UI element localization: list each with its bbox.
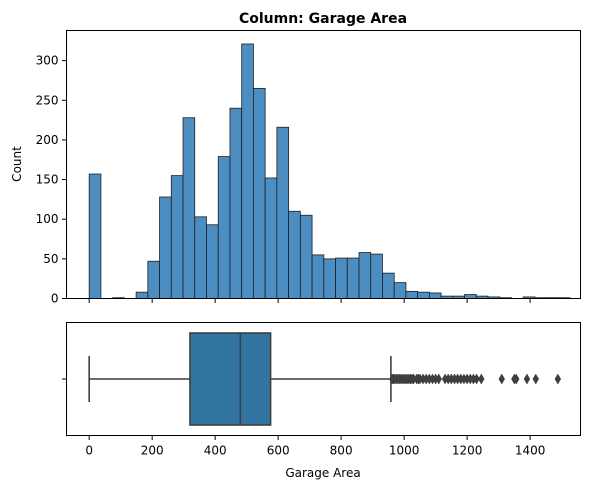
histogram-bar bbox=[206, 225, 218, 299]
histogram-y-tick-label: 0 bbox=[51, 292, 59, 306]
histogram-bar bbox=[136, 292, 148, 298]
histogram-y-tick-label: 200 bbox=[36, 133, 59, 147]
boxplot-elements bbox=[89, 333, 561, 425]
y-axis-label: Count bbox=[10, 146, 24, 182]
histogram-bar bbox=[429, 293, 441, 299]
histogram-bar bbox=[371, 254, 383, 298]
histogram-bar bbox=[394, 283, 406, 299]
histogram-bar bbox=[347, 258, 359, 298]
histogram-bars bbox=[89, 44, 570, 299]
histogram-bar bbox=[300, 215, 312, 298]
histogram-y-tick-label: 300 bbox=[36, 54, 59, 68]
boxplot-x-tick-label: 200 bbox=[141, 444, 164, 458]
histogram-bar bbox=[253, 88, 265, 298]
histogram-bar bbox=[382, 273, 394, 298]
histogram-bar bbox=[160, 197, 172, 298]
boxplot-x-tick-label: 600 bbox=[267, 444, 290, 458]
boxplot-outlier bbox=[499, 374, 505, 384]
histogram-x-ticks bbox=[89, 299, 530, 304]
histogram-bar bbox=[171, 176, 183, 299]
histogram-bar bbox=[148, 261, 160, 298]
boxplot-x-tick-label: 1200 bbox=[452, 444, 483, 458]
x-axis-label: Garage Area bbox=[285, 466, 360, 480]
histogram-bar bbox=[277, 127, 289, 298]
boxplot-x-tick-label: 0 bbox=[85, 444, 93, 458]
histogram-bar bbox=[312, 255, 324, 299]
boxplot-x-tick-label: 1400 bbox=[515, 444, 546, 458]
boxplot-outlier bbox=[524, 374, 530, 384]
boxplot-outlier bbox=[533, 374, 539, 384]
histogram-bar bbox=[195, 217, 207, 299]
histogram-y-ticks: 0 50 100 150 200 250 300 bbox=[36, 54, 67, 306]
histogram-bar bbox=[230, 108, 242, 298]
histogram-y-tick-label: 100 bbox=[36, 212, 59, 226]
histogram-bar bbox=[289, 211, 301, 298]
histogram-bar bbox=[418, 292, 430, 298]
histogram-y-tick-label: 50 bbox=[43, 252, 58, 266]
boxplot-x-ticks: 0 200 400 600 800 1000 1200 1400 bbox=[85, 436, 545, 458]
histogram-bar bbox=[183, 118, 195, 299]
histogram-bar bbox=[336, 258, 348, 298]
histogram-y-tick-label: 250 bbox=[36, 93, 59, 107]
chart-title: Column: Garage Area bbox=[239, 11, 407, 27]
histogram-bar bbox=[89, 174, 101, 298]
histogram-bar bbox=[465, 295, 477, 299]
boxplot-x-tick-label: 400 bbox=[204, 444, 227, 458]
boxplot-panel: 0 200 400 600 800 1000 1200 1400 Garage Area bbox=[62, 323, 581, 481]
histogram-bar bbox=[324, 259, 336, 299]
boxplot-x-tick-label: 800 bbox=[330, 444, 353, 458]
histogram-y-tick-label: 150 bbox=[36, 173, 59, 187]
boxplot-box bbox=[190, 333, 271, 425]
boxplot-outlier bbox=[478, 374, 484, 384]
boxplot-outlier bbox=[555, 374, 561, 384]
histogram-panel: 0 50 100 150 200 250 300 Count bbox=[10, 31, 581, 306]
histogram-bar bbox=[218, 157, 230, 299]
histogram-bar bbox=[406, 291, 418, 298]
histogram-bar bbox=[265, 178, 277, 299]
histogram-bar bbox=[359, 253, 371, 299]
histogram-bar bbox=[242, 44, 254, 299]
boxplot-x-tick-label: 1000 bbox=[389, 444, 420, 458]
